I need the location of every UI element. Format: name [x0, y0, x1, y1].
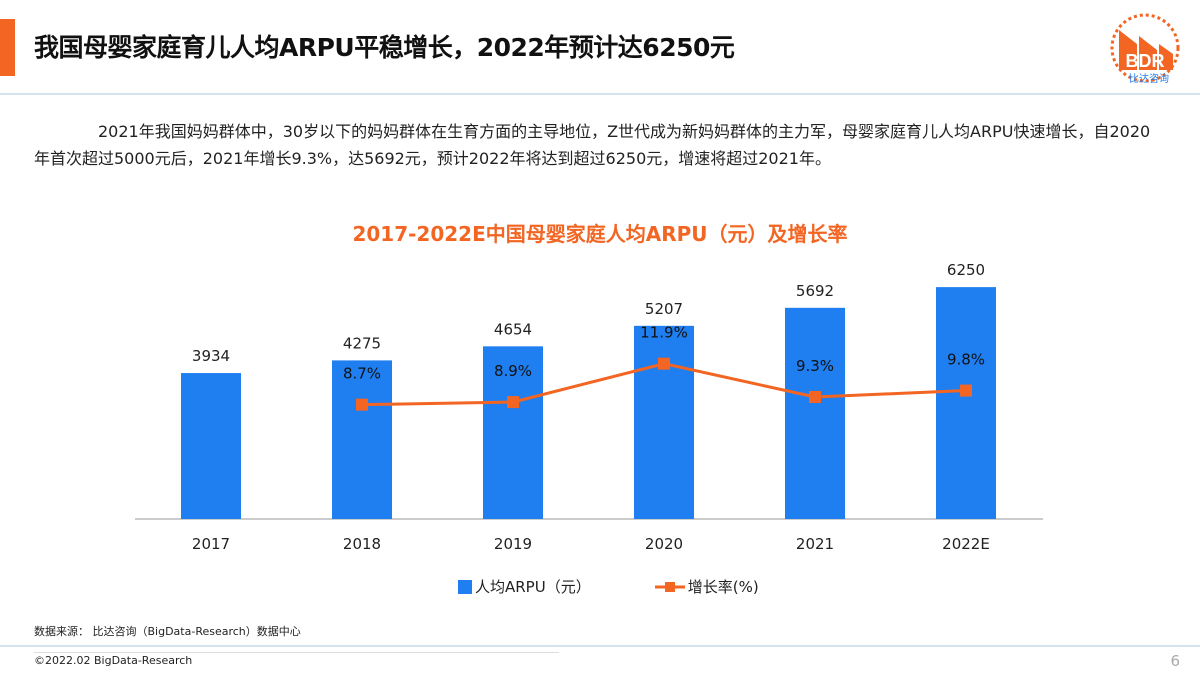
chart-title: 2017-2022E中国母婴家庭人均ARPU（元）及增长率: [352, 222, 848, 246]
growth-point-2018: [356, 398, 368, 411]
header-divider: [0, 93, 1200, 95]
chart-legend: 人均ARPU（元） 增长率(%): [458, 576, 759, 597]
page-number: 6: [1170, 652, 1180, 670]
x-tick-2021: 2021: [796, 535, 834, 553]
bar-label-2019: 4654: [494, 320, 532, 338]
legend-label: 人均ARPU（元）: [475, 578, 591, 596]
growth-label-2019: 8.9%: [494, 362, 532, 380]
x-tick-2022E: 2022E: [942, 535, 990, 553]
svg-text:BDR: BDR: [1126, 51, 1165, 71]
bar-label-2018: 4275: [343, 334, 381, 352]
bar-label-2020: 5207: [645, 300, 683, 318]
bar-label-2022E: 6250: [947, 261, 985, 279]
bdr-logo: BDR 比达咨询: [1110, 13, 1180, 85]
page-title: 我国母婴家庭育儿人均ARPU平稳增长，2022年预计达6250元: [34, 33, 735, 62]
growth-label-2020: 11.9%: [640, 324, 688, 342]
x-tick-2017: 2017: [192, 535, 230, 553]
x-tick-2018: 2018: [343, 535, 381, 553]
bar-label-2021: 5692: [796, 282, 834, 300]
growth-label-2018: 8.7%: [343, 365, 381, 383]
growth-point-2019: [507, 396, 519, 409]
bar-2021: [785, 307, 845, 519]
copyright: ©2022.02 BigData-Research: [34, 654, 193, 667]
footer-subdivider: [34, 652, 559, 653]
legend-item-growth: 增长率(%): [654, 576, 759, 597]
bar-label-2017: 3934: [192, 347, 230, 365]
bar-2019: [483, 346, 543, 519]
bar-2020: [634, 325, 694, 519]
growth-point-2020: [658, 357, 670, 370]
footer-divider: [0, 645, 1200, 647]
growth-label-2022E: 9.8%: [947, 351, 985, 369]
legend-label: 增长率(%): [687, 578, 759, 596]
title-accent-bar: [0, 19, 15, 76]
bar-2018: [332, 360, 392, 519]
growth-point-2021: [809, 390, 821, 403]
legend-swatch-line: [654, 581, 685, 592]
summary-paragraph: 2021年我国妈妈群体中，30岁以下的妈妈群体在生育方面的主导地位，Z世代成为新…: [34, 122, 1151, 168]
bar-2017: [181, 373, 241, 519]
x-tick-2020: 2020: [645, 535, 683, 553]
x-tick-2019: 2019: [494, 535, 532, 553]
bar-2022E: [936, 287, 996, 519]
data-source: 数据来源： 比达咨询（BigData-Research）数据中心: [34, 625, 301, 638]
growth-label-2021: 9.3%: [796, 357, 834, 375]
legend-swatch-bar: [458, 579, 472, 594]
legend-item-arpu: 人均ARPU（元）: [458, 576, 591, 597]
svg-text:比达咨询: 比达咨询: [1129, 72, 1169, 85]
growth-point-2022E: [960, 384, 972, 397]
